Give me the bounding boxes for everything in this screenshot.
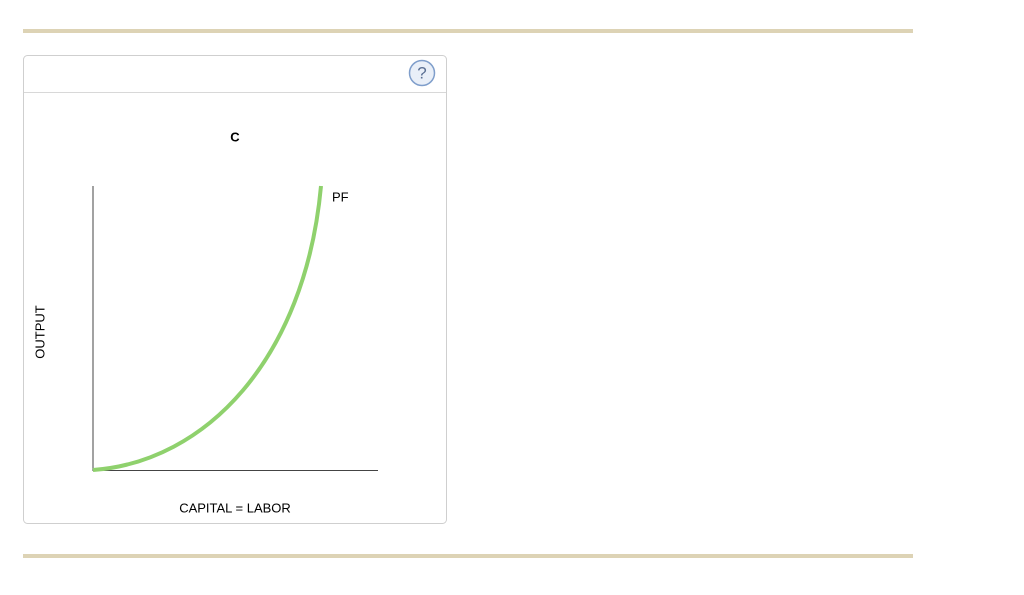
bottom-rule bbox=[23, 554, 913, 558]
panel bbox=[23, 55, 447, 524]
help-icon[interactable]: ? bbox=[417, 63, 426, 82]
help-button[interactable]: ? bbox=[408, 59, 436, 87]
help-circle bbox=[408, 59, 436, 87]
curve-label: PF bbox=[332, 189, 349, 204]
pf-curve bbox=[92, 185, 323, 472]
y-axis-label: OUTPUT bbox=[32, 305, 47, 359]
chart-title: C bbox=[230, 129, 240, 144]
top-rule bbox=[23, 29, 913, 33]
x-axis-label: CAPITAL = LABOR bbox=[179, 500, 291, 515]
